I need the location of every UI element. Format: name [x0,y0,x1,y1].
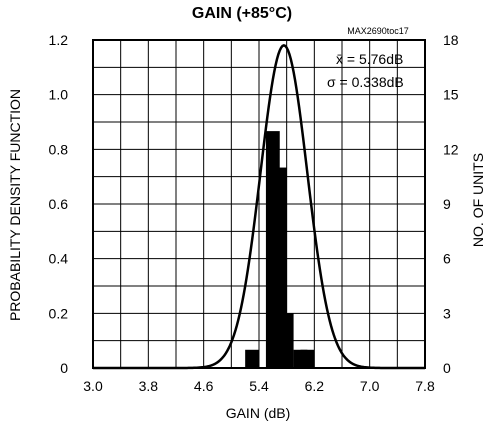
y-right-tick-label: 3 [443,305,451,321]
plot-area: 3.0 3.8 4.6 5.4 6.2 7.0 7.8 0 0.2 0.4 0.6 0.8 1.0 1.2… [49,32,459,394]
y-left-tick-label: 1.2 [49,32,69,48]
y-left-tick-label: 0.4 [49,251,69,267]
mean-label: x̄ = 5.76dB [336,51,403,67]
y-right-tick-label: 6 [443,251,451,267]
x-tick-label: 5.4 [249,378,269,394]
histogram-bar [279,313,294,368]
x-tick-label: 4.6 [194,378,214,394]
y-axis-label-right: NO. OF UNITS [470,153,486,247]
x-tick-label: 7.8 [415,378,435,394]
histogram-bar [245,349,259,368]
y-right-tick-label: 18 [443,32,459,48]
x-tick-label: 6.2 [305,378,325,394]
x-tick-label: 7.0 [360,378,380,394]
y-left-tick-label: 0 [60,360,68,376]
x-axis-label: GAIN (dB) [226,405,291,421]
chart-watermark: MAX2690toc17 [347,26,409,36]
y-left-tick-label: 0.8 [49,141,69,157]
sigma-label: σ = 0.338dB [327,74,404,90]
y-left-tick-label: 0.6 [49,196,69,212]
y-right-tick-label: 15 [443,87,459,103]
y-left-tick-label: 1.0 [49,87,69,103]
y-right-tick-label: 9 [443,196,451,212]
x-tick-label: 3.0 [83,378,103,394]
sigma-value: = 0.338dB [336,74,404,90]
x-tick-label: 3.8 [139,378,159,394]
y-right-tick-label: 12 [443,141,459,157]
y-right-tick-label: 0 [443,360,451,376]
chart-title: GAIN (+85°C) [192,5,292,22]
y-left-tick-label: 0.2 [49,305,69,321]
sigma-symbol: σ [327,74,336,90]
histogram-bar [300,349,315,368]
y-axis-label-left: PROBABILITY DENSITY FUNCTION [7,89,23,321]
plot-frame [92,39,426,369]
